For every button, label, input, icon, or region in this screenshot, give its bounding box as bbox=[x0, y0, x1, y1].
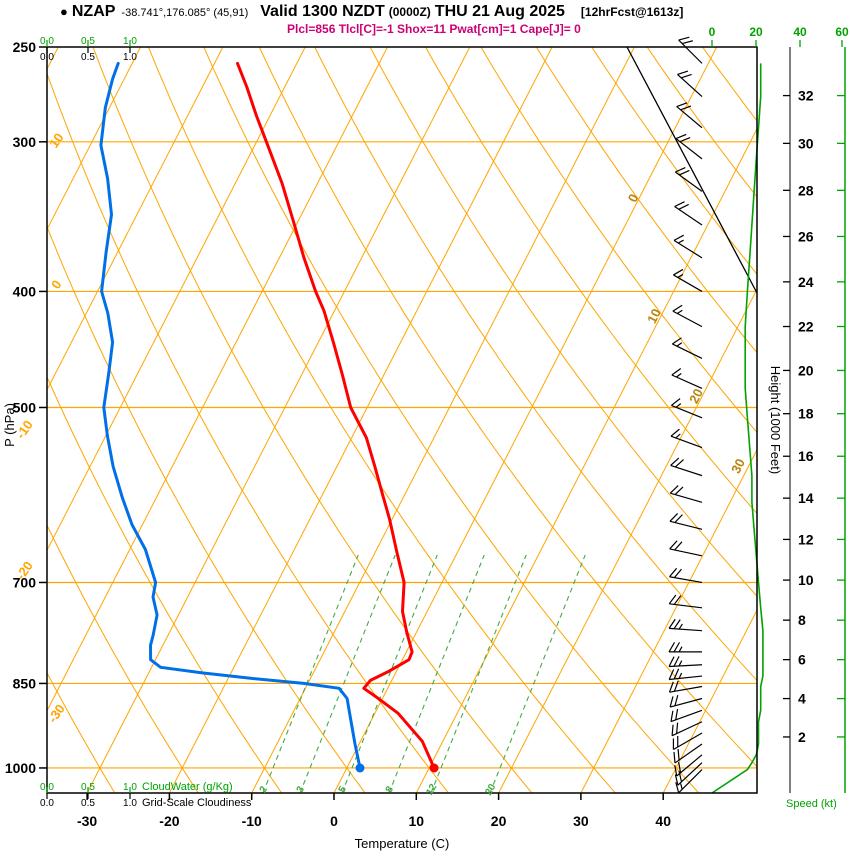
mixing-ratio-label: 2 bbox=[258, 784, 271, 795]
dry-adiabat-label: 0 bbox=[48, 277, 64, 292]
forecast-tag: [12hrFcst@1613z] bbox=[580, 5, 684, 19]
stability-indices: Plcl=856 Tlcl[C]=-1 Shox=11 Pwat[cm]=1 C… bbox=[287, 22, 581, 36]
valid-time: Valid 1300 NZDT bbox=[260, 3, 385, 20]
height-tick-label: 26 bbox=[798, 228, 814, 244]
dewpoint-curve bbox=[99, 61, 362, 770]
height-tick-label: 32 bbox=[798, 88, 814, 104]
height-tick-label: 14 bbox=[798, 490, 814, 506]
pressure-tick-label: 850 bbox=[13, 675, 37, 691]
height-tick-label: 16 bbox=[798, 448, 814, 464]
station-bullet-icon: ● bbox=[60, 4, 68, 19]
wind-barbs bbox=[668, 36, 703, 794]
header: ● NZAP -38.741°,176.085° (45,91) Valid 1300… bbox=[60, 3, 683, 21]
pressure-tick-label: 700 bbox=[13, 574, 37, 590]
height-tick-label: 30 bbox=[798, 135, 814, 151]
cloudiness-scale-label: 0.0 bbox=[40, 52, 54, 63]
pressure-tick-label: 250 bbox=[13, 39, 37, 55]
height-tick-label: 18 bbox=[798, 406, 814, 422]
valid-date: THU 21 Aug 2025 bbox=[434, 3, 565, 20]
temperature-curve-surface-dot bbox=[429, 763, 439, 773]
height-tick-label: 12 bbox=[798, 531, 814, 547]
temp-tick-label: 10 bbox=[409, 813, 425, 829]
cloudiness-scale-label: 1.0 bbox=[123, 52, 137, 63]
cloudiness-scale-label: 0.5 bbox=[81, 52, 95, 63]
height-tick-label: 8 bbox=[798, 612, 806, 628]
height-tick-label: 2 bbox=[798, 729, 806, 745]
isotherm-label: 20 bbox=[686, 386, 706, 406]
pressure-axis-title: P (hPa) bbox=[2, 403, 17, 447]
station-id: NZAP bbox=[71, 3, 116, 20]
height-tick-label: 4 bbox=[798, 691, 806, 707]
mixing-ratio-label: 20 bbox=[483, 782, 498, 798]
pressure-tick-label: 500 bbox=[13, 399, 37, 415]
height-tick-label: 6 bbox=[798, 652, 806, 668]
cloudiness-scale-label: 1.0 bbox=[123, 798, 137, 809]
cloudiness-scale-label: 0.5 bbox=[81, 798, 95, 809]
pressure-tick-label: 400 bbox=[13, 283, 37, 299]
pressure-tick-label: 300 bbox=[13, 134, 37, 150]
temp-tick-label: -20 bbox=[159, 813, 179, 829]
valid-utc: (0000Z) bbox=[388, 5, 431, 19]
isotherm-label: 30 bbox=[728, 456, 748, 476]
temp-axis-title: Temperature (C) bbox=[355, 836, 450, 851]
plot-border bbox=[46, 46, 758, 794]
isotherm-label: 10 bbox=[644, 306, 664, 326]
speed-axis-title: Speed (kt) bbox=[786, 798, 837, 810]
station-coords: -38.741°,176.085° (45,91) bbox=[121, 7, 249, 19]
profiles bbox=[99, 61, 439, 773]
dry-adiabat-label: 10 bbox=[46, 130, 67, 150]
height-axis-title: Height (1000 Feet) bbox=[768, 366, 783, 474]
cloudiness-scale-label: 0.0 bbox=[40, 798, 54, 809]
speed-tick-label: 20 bbox=[749, 25, 763, 39]
height-tick-label: 24 bbox=[798, 274, 814, 290]
height-tick-label: 28 bbox=[798, 182, 814, 198]
dewpoint-curve-surface-dot bbox=[355, 763, 365, 773]
temp-tick-label: -10 bbox=[242, 813, 262, 829]
temp-tick-label: 30 bbox=[573, 813, 589, 829]
height-tick-label: 20 bbox=[798, 362, 814, 378]
temp-tick-label: 0 bbox=[330, 813, 338, 829]
mixing-ratio-lines bbox=[262, 554, 586, 793]
height-tick-label: 22 bbox=[798, 319, 814, 335]
pressure-tick-label: 1000 bbox=[5, 760, 36, 776]
mixing-ratio-label: 12 bbox=[424, 782, 439, 798]
speed-tick-label: 60 bbox=[835, 25, 849, 39]
cloudiness-axis-title: Grid-Scale Cloudiness bbox=[142, 797, 252, 809]
temp-tick-label: -30 bbox=[77, 813, 97, 829]
mixing-ratio-label: 8 bbox=[384, 784, 397, 795]
speed-tick-label: 40 bbox=[793, 25, 807, 39]
temperature-curve bbox=[236, 61, 436, 770]
height-tick-label: 10 bbox=[798, 572, 814, 588]
speed-tick-label: 0 bbox=[709, 25, 716, 39]
isotherm-label: 0 bbox=[625, 191, 642, 204]
temp-tick-label: 40 bbox=[655, 813, 671, 829]
mixing-ratio-label: 5 bbox=[337, 784, 350, 795]
temp-tick-label: 20 bbox=[491, 813, 507, 829]
mixing-ratio-label: 3 bbox=[295, 784, 308, 795]
cloudwater-axis-title: CloudWater (g/Kg) bbox=[142, 781, 233, 793]
